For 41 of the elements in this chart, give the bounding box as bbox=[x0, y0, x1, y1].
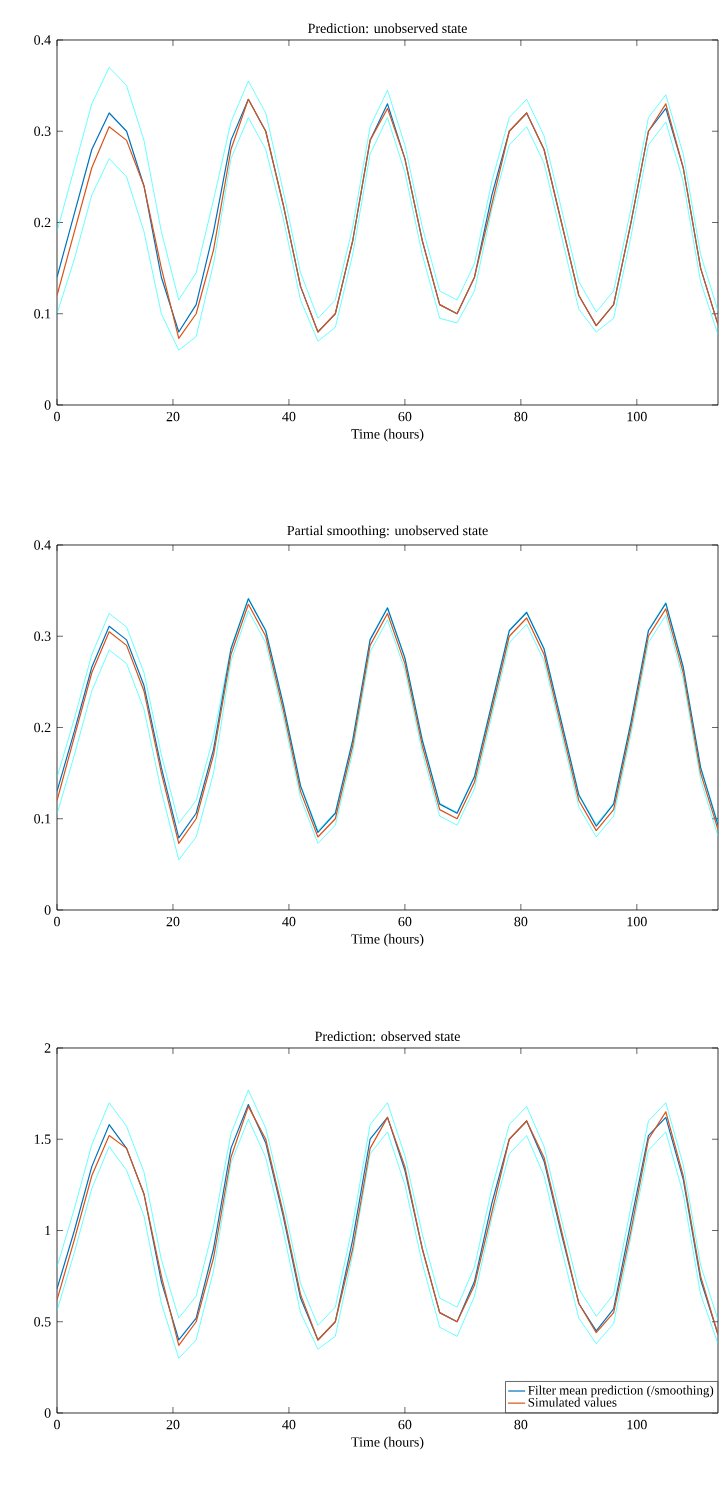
y-tick-label: 1.5 bbox=[34, 1134, 51, 1144]
x-tick-label: 20 bbox=[166, 916, 180, 927]
chart-title: Prediction: observed state bbox=[315, 1031, 460, 1042]
y-tick-label: 0 bbox=[44, 1408, 51, 1418]
x-tick-label: 0 bbox=[54, 1419, 60, 1430]
y-tick-label: 0.3 bbox=[34, 126, 51, 136]
y-tick-label: 0 bbox=[44, 400, 51, 410]
chart-title: Partial smoothing: unobserved state bbox=[287, 525, 488, 539]
x-tick-label: 100 bbox=[627, 1419, 647, 1430]
y-tick-label: 2 bbox=[44, 1043, 51, 1053]
x-tick-label: 60 bbox=[398, 916, 412, 927]
x-axis-title: Time (hours) bbox=[351, 1436, 424, 1450]
x-tick-label: 100 bbox=[627, 916, 647, 927]
x-tick-label: 60 bbox=[398, 411, 412, 422]
x-tick-label: 0 bbox=[54, 916, 60, 927]
x-tick-label: 20 bbox=[166, 411, 180, 422]
x-tick-label: 20 bbox=[166, 1419, 180, 1430]
y-tick-label: 0.3 bbox=[34, 631, 51, 641]
x-tick-label: 80 bbox=[514, 411, 528, 422]
legend-label: Filter mean prediction (/smoothing) bbox=[528, 1385, 714, 1398]
y-tick-label: 0.1 bbox=[34, 308, 51, 319]
chart-title: Prediction: unobserved state bbox=[308, 23, 467, 34]
x-axis-title: Time (hours) bbox=[351, 428, 424, 442]
y-tick-label: 1 bbox=[45, 1225, 51, 1236]
x-tick-label: 40 bbox=[282, 916, 296, 927]
y-tick-label: 0.4 bbox=[34, 540, 51, 550]
y-tick-label: 0.1 bbox=[34, 813, 51, 824]
x-tick-label: 80 bbox=[514, 1419, 528, 1430]
x-axis-title: Time (hours) bbox=[351, 933, 424, 947]
x-tick-label: 40 bbox=[282, 1419, 296, 1430]
y-tick-label: 0.2 bbox=[34, 217, 51, 228]
x-tick-label: 40 bbox=[282, 411, 296, 422]
x-tick-label: 60 bbox=[398, 1419, 412, 1430]
y-tick-label: 0.4 bbox=[34, 35, 51, 45]
x-tick-label: 80 bbox=[514, 916, 528, 927]
y-tick-label: 0.2 bbox=[34, 722, 51, 733]
x-tick-label: 100 bbox=[627, 411, 647, 422]
y-tick-label: 0 bbox=[44, 905, 51, 915]
legend-label: Simulated values bbox=[528, 1397, 617, 1407]
y-tick-label: 0.5 bbox=[34, 1316, 51, 1327]
x-tick-label: 0 bbox=[54, 411, 60, 422]
